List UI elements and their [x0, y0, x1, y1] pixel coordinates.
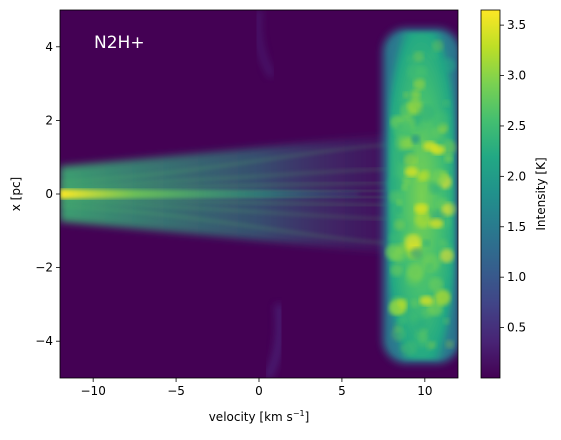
slab-clump — [425, 263, 433, 271]
slab-clump — [410, 247, 423, 259]
slab-clump — [444, 153, 453, 163]
x-axis-label-end: ] — [305, 410, 310, 424]
slab-bright-knot — [414, 203, 429, 214]
slab-clump — [395, 134, 411, 151]
slab-clump — [388, 233, 400, 245]
colorbar-tick-label: 0.5 — [507, 321, 526, 335]
slab-clump — [403, 91, 410, 99]
slab-clump — [393, 219, 405, 231]
slab-clump — [406, 54, 415, 63]
faint-wisp-upper — [254, 10, 275, 78]
slab-clump — [440, 57, 456, 73]
stream-filament — [60, 143, 392, 183]
slab-clump — [404, 153, 418, 168]
slab-clump — [423, 239, 431, 247]
slab-clump — [439, 248, 454, 263]
slab-clump — [438, 238, 448, 248]
y-tick-label: 4 — [45, 40, 53, 54]
slab-clump — [388, 190, 402, 204]
slab-clump — [395, 206, 403, 214]
slab-clump — [431, 169, 448, 185]
heatmap-features — [60, 10, 458, 378]
slab-clump — [398, 298, 408, 308]
slab-clump — [431, 125, 445, 139]
x-axis: −10 −5 0 5 10 — [81, 378, 432, 398]
slab-clump — [433, 113, 447, 127]
slab-clump — [402, 177, 411, 186]
slab-clump — [402, 220, 413, 231]
slab-clump — [401, 341, 417, 356]
y-tick-label: −4 — [35, 334, 53, 348]
colorbar-label: Intensity [K] — [534, 157, 548, 230]
stream-core — [60, 189, 359, 199]
slab-clump — [408, 312, 417, 321]
slab-clump — [413, 78, 426, 91]
slab-clump — [401, 184, 408, 191]
slab-bright-knot — [419, 295, 434, 306]
slab-clump — [414, 211, 432, 229]
slab-clump — [426, 342, 435, 351]
slab-clump — [410, 89, 421, 101]
slab-clump — [413, 332, 429, 347]
colorbar-tick-label: 3.0 — [507, 69, 526, 83]
stream-filament — [60, 200, 392, 220]
slab-clump — [410, 134, 421, 144]
slab-clump — [421, 306, 434, 319]
y-tick-label: −2 — [35, 261, 53, 275]
x-tick-label: 0 — [255, 384, 263, 398]
colorbar-gradient — [480, 9, 501, 379]
faint-wisp-lower — [263, 303, 285, 378]
slab-clump — [388, 302, 401, 315]
slab-clump — [410, 298, 420, 308]
colorbar-ticks: 0.5 1.0 1.5 2.0 2.5 3.0 3.5 — [500, 18, 526, 335]
x-axis-label-superscript: −1 — [293, 409, 305, 418]
x-axis-label-main: velocity [km s — [209, 410, 293, 424]
colorbar: 0.5 1.0 1.5 2.0 2.5 3.0 3.5 Intensity [K] — [480, 9, 548, 379]
slab-clump — [401, 122, 413, 134]
colorbar-tick-label: 2.0 — [507, 169, 526, 183]
slab-clump — [428, 277, 444, 293]
colorbar-tick-label: 1.5 — [507, 220, 526, 234]
x-tick-label: 10 — [417, 384, 432, 398]
slab-clump — [417, 104, 435, 122]
y-tick-label: 2 — [45, 113, 53, 127]
slab-clump — [431, 39, 444, 52]
plot-area — [60, 10, 458, 378]
slab-clump — [443, 317, 450, 325]
slab-clump — [397, 314, 408, 325]
slab-clump — [390, 263, 403, 277]
x-tick-label: −10 — [81, 384, 106, 398]
slab-clump — [412, 51, 424, 63]
slab-bright-knot — [431, 144, 446, 155]
slab-clump — [406, 63, 424, 81]
slab-clump — [428, 49, 439, 60]
y-axis: −4 −2 0 2 4 — [35, 40, 60, 348]
colorbar-tick-label: 2.5 — [507, 119, 526, 133]
slab-bright-knot — [404, 166, 419, 177]
slab-bright-knot — [429, 218, 444, 229]
colorbar-tick-label: 1.0 — [507, 270, 526, 284]
slab-clump — [405, 234, 422, 251]
plot-annotation: N2H+ — [94, 33, 145, 53]
y-tick-label: 0 — [45, 187, 53, 201]
slab-clump — [393, 322, 403, 333]
x-tick-label: −5 — [167, 384, 185, 398]
x-tick-label: 5 — [338, 384, 346, 398]
slab-clump — [434, 289, 451, 306]
slab-clump — [406, 263, 424, 281]
stream-filament — [60, 181, 392, 191]
slab-clump — [419, 169, 431, 181]
slab-clump — [386, 176, 403, 193]
slab-clump — [445, 339, 454, 349]
slab-clump — [443, 100, 453, 109]
stream-filament — [60, 197, 392, 207]
slab-clump — [385, 244, 402, 261]
stream-filament — [60, 205, 392, 245]
y-axis-label: x [pc] — [9, 177, 23, 212]
colorbar-tick-label: 3.5 — [507, 18, 526, 32]
x-axis-label: velocity [km s−1] — [209, 409, 310, 424]
stream-filament — [60, 168, 392, 188]
